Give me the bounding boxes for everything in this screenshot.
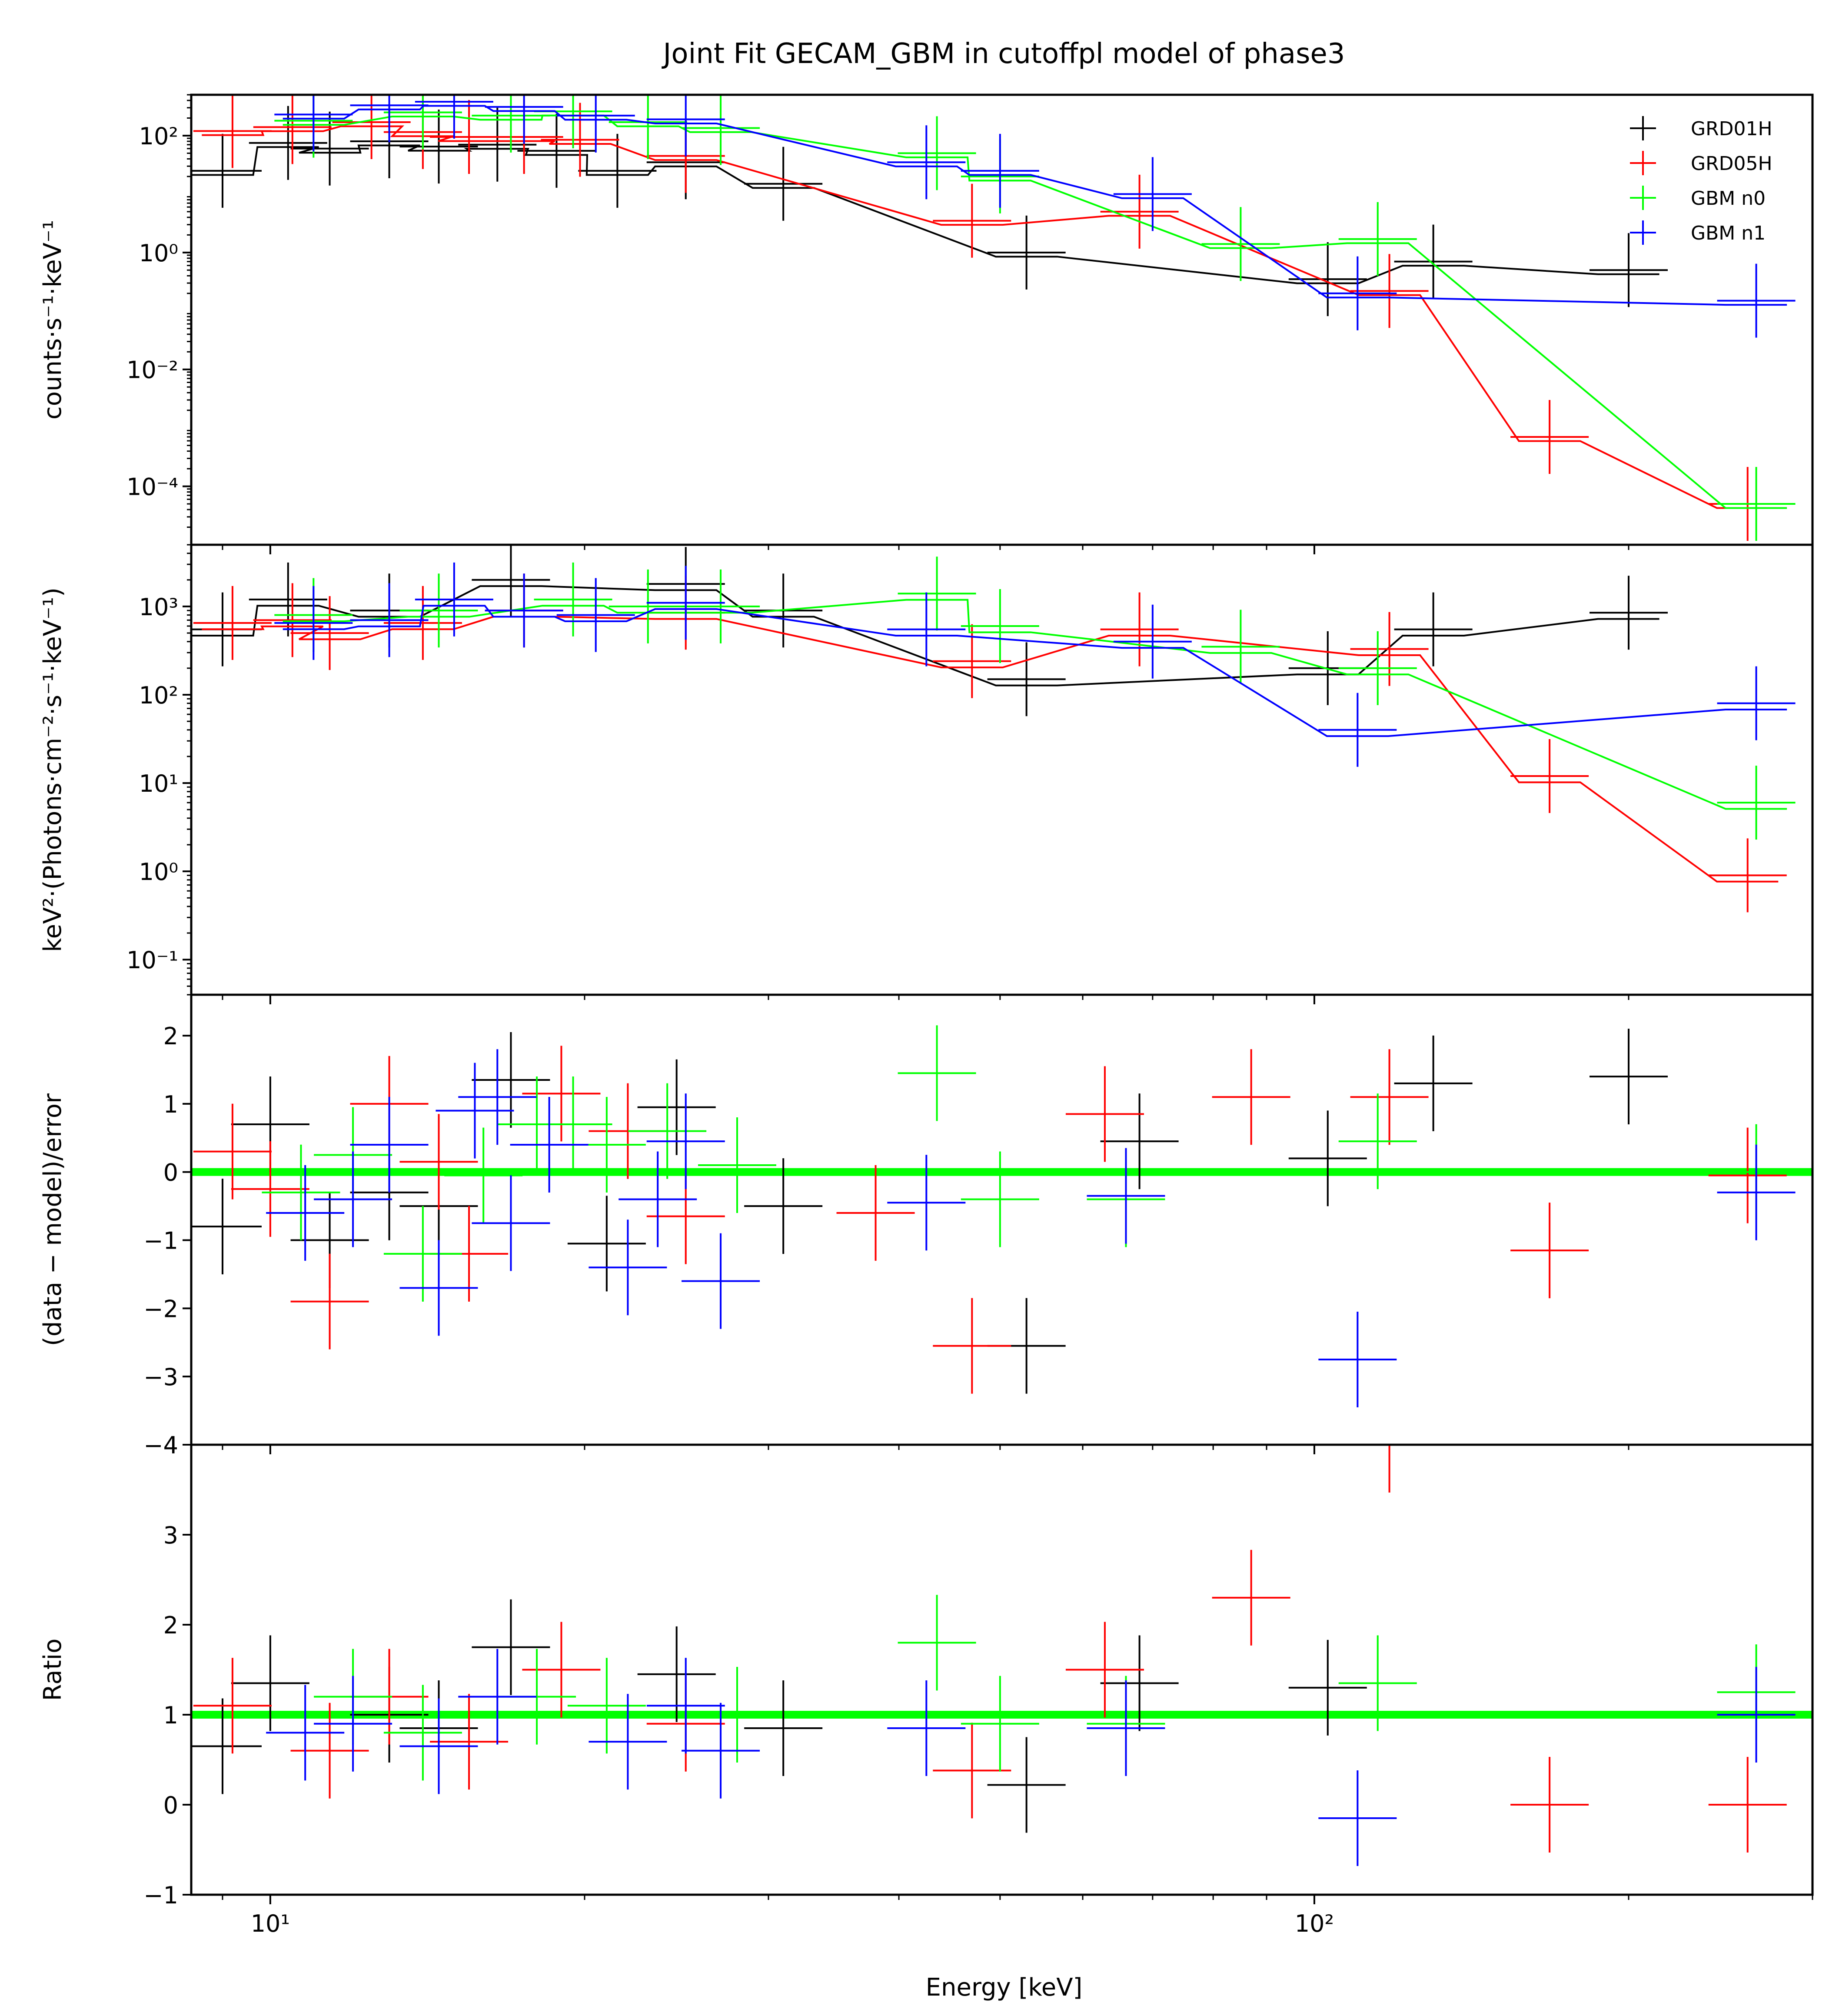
x-tick-label: 10² [1295, 1910, 1334, 1937]
chart-title: Joint Fit GECAM_GBM in cutoffpl model of… [662, 38, 1345, 70]
legend-label-GRD05H: GRD05H [1691, 153, 1772, 175]
y-tick-label-nufnu: 10⁰ [139, 858, 178, 886]
model-line-GBM-n0 [283, 599, 1787, 810]
y-tick-label-residuals: −1 [143, 1227, 178, 1255]
panel-nufnu: 10³ 10² 10¹ 10⁰ 10⁻¹ keV²·(Photons·cm⁻²·s⁻¹·k… [39, 543, 1814, 1004]
y-axis-label-nufnu: keV²·(Photons·cm⁻²·s⁻¹·keV⁻¹) [39, 587, 67, 952]
y-tick-label-counts: 10⁰ [139, 240, 178, 267]
y-tick-label-residuals: 2 [163, 1023, 178, 1050]
model-line-GBM-n1 [283, 105, 1787, 306]
y-tick-label-ratio: 3 [163, 1522, 178, 1549]
y-axis-label-residuals: (data − model)/error [39, 1093, 67, 1346]
y-axis-label-ratio: Ratio [39, 1639, 67, 1701]
x-tick-label: 10¹ [251, 1910, 290, 1937]
model-line-GRD01H [192, 585, 1659, 686]
y-tick-label-ratio: 0 [163, 1792, 178, 1819]
y-tick-label-nufnu: 10¹ [139, 770, 178, 797]
panel-frame-ratio [190, 1443, 1814, 1896]
y-tick-label-ratio: 2 [163, 1612, 178, 1639]
y-tick-label-ratio: 1 [163, 1702, 178, 1729]
y-tick-label-ratio: −1 [143, 1882, 178, 1909]
panel-counts: 10² 10⁰ 10⁻² 10⁻⁴ counts·s⁻¹·keV⁻¹ [39, 93, 1814, 554]
y-tick-label-residuals: 1 [163, 1091, 178, 1118]
y-tick-label-residuals: −4 [143, 1432, 178, 1459]
y-tick-label-nufnu: 10³ [139, 593, 178, 621]
panel-ratio: 4 3 2 1 0 −1 Ratio [39, 1432, 1814, 1909]
legend: GRD01H GRD05H GBM n0 GBM n1 [1630, 116, 1772, 245]
model-line-GRD05H [202, 125, 1779, 509]
y-tick-label-counts: 10² [139, 123, 178, 150]
y-tick-label-nufnu: 10⁻¹ [126, 946, 178, 974]
y-axis-label-counts: counts·s⁻¹·keV⁻¹ [39, 220, 67, 420]
y-tick-label-residuals: −3 [143, 1363, 178, 1391]
y-tick-label-counts: 10⁻² [126, 357, 178, 384]
panel-residuals: 2 1 0 −1 −2 −3 −4 (data − model)/error [39, 993, 1814, 1459]
model-line-GRD01H [192, 144, 1659, 284]
model-line-GBM-n1 [283, 605, 1787, 737]
y-tick-label-counts: 10⁻⁴ [126, 473, 178, 501]
legend-label-GBM-n1: GBM n1 [1691, 222, 1766, 244]
legend-label-GRD01H: GRD01H [1691, 118, 1772, 140]
y-tick-label-nufnu: 10² [139, 682, 178, 709]
panels: 10²10⁰10⁻²10⁻⁴counts·s⁻¹·keV⁻¹10³10²10¹1… [39, 93, 1814, 1937]
y-tick-label-residuals: 0 [163, 1159, 178, 1186]
model-line-GBM-n0 [283, 114, 1787, 509]
y-tick-label-residuals: −2 [143, 1295, 178, 1323]
legend-label-GBM-n0: GBM n0 [1691, 187, 1766, 210]
y-tick-label-ratio: 4 [163, 1432, 178, 1459]
x-axis-label: Energy [keV] [926, 1973, 1083, 2002]
